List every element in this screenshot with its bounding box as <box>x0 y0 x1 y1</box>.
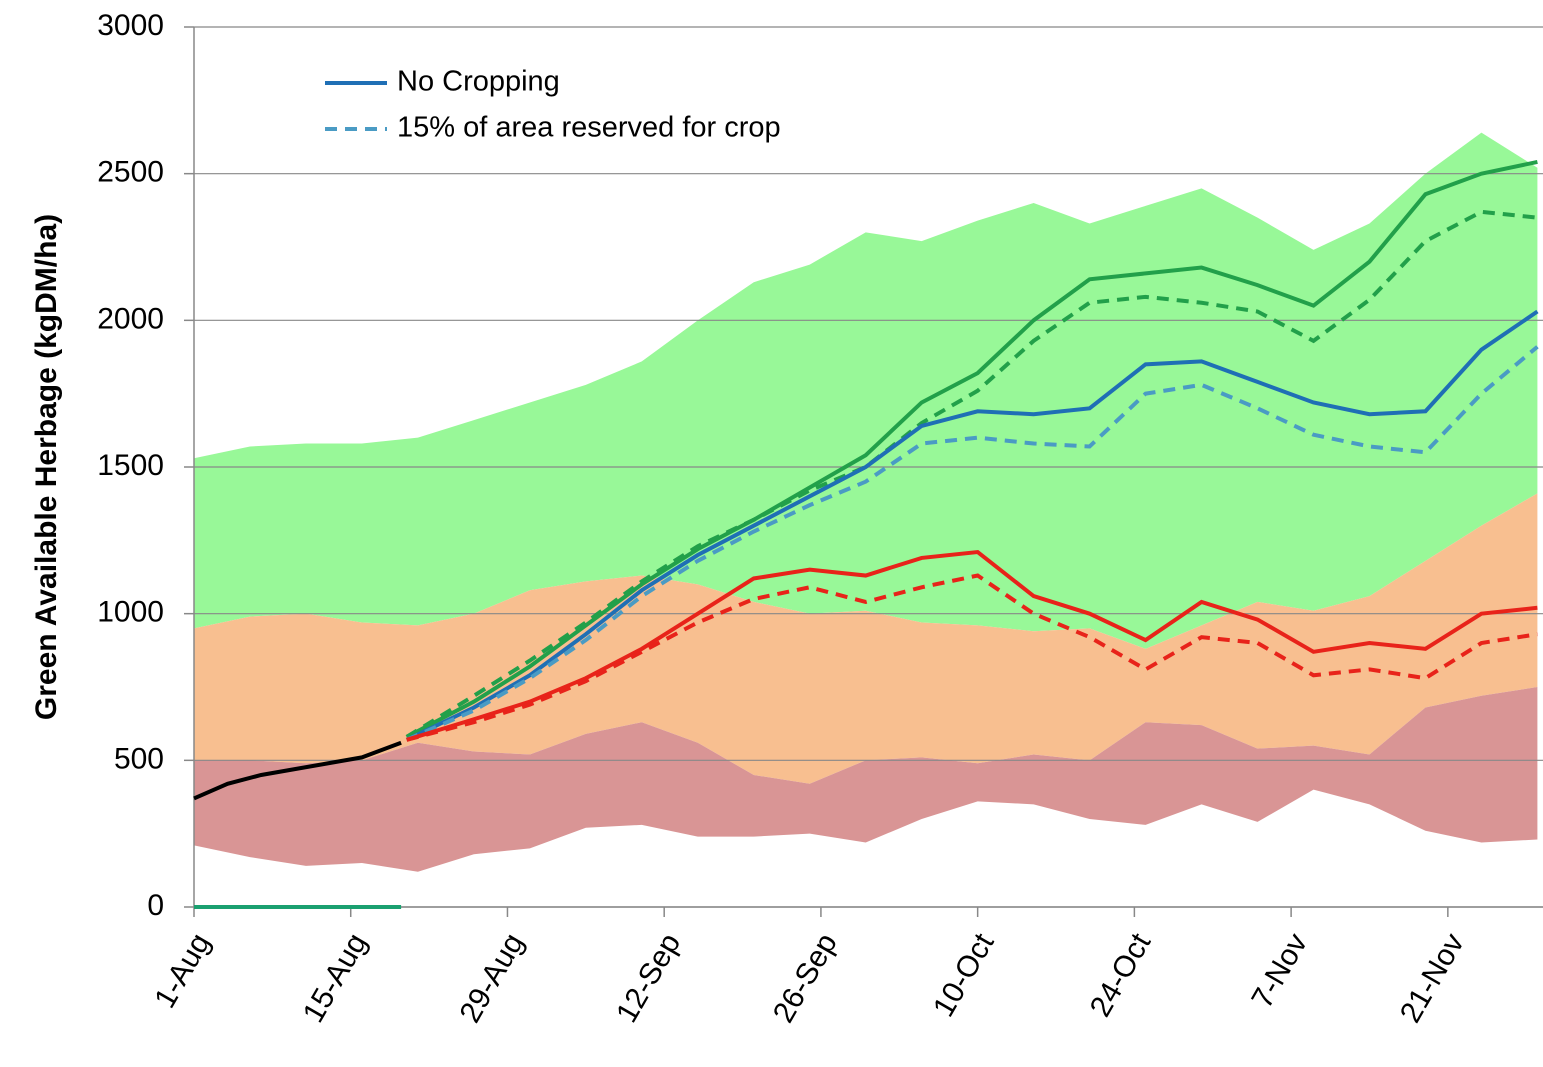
y-tick-label: 3000 <box>97 9 164 42</box>
x-tick-label: 21-Nov <box>1394 928 1471 1028</box>
y-tick-label: 0 <box>147 889 164 922</box>
line <box>405 159 1538 739</box>
line <box>406 573 1538 742</box>
line <box>405 209 1538 739</box>
line <box>405 309 1539 742</box>
line <box>193 740 402 801</box>
legend-label: No Cropping <box>397 66 560 98</box>
x-tick-label: 7-Nov <box>1245 928 1314 1014</box>
line <box>405 345 1539 742</box>
y-tick-label: 1000 <box>97 596 164 629</box>
y-tick-label: 2500 <box>97 156 164 189</box>
y-tick-label: 2000 <box>97 302 164 335</box>
range-area <box>194 132 1538 649</box>
y-tick-label: 500 <box>114 742 164 775</box>
legend-label: 15% of area reserved for crop <box>397 112 781 144</box>
x-tick-label: 10-Oct <box>927 927 1001 1022</box>
x-tick-label: 26-Sep <box>767 928 844 1028</box>
range-area <box>194 687 1538 872</box>
x-tick-label: 24-Oct <box>1084 927 1158 1022</box>
y-tick-label: 1500 <box>97 449 164 482</box>
x-tick-label: 12-Sep <box>610 928 687 1028</box>
y-axis-label: Green Available Herbage (kgDM/ha) <box>30 214 63 720</box>
x-tick-label: 15-Aug <box>297 928 374 1028</box>
x-tick-label: 29-Aug <box>453 928 530 1028</box>
range-area <box>194 493 1538 784</box>
x-tick-label: 1-Aug <box>148 928 217 1014</box>
line <box>406 549 1538 742</box>
